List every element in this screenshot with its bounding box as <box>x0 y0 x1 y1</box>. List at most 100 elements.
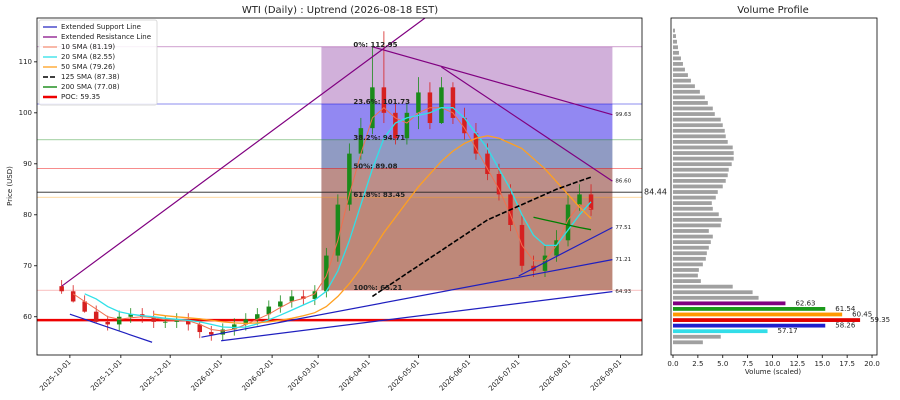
candle-body <box>243 319 249 325</box>
volume-level-label: 59.35 <box>870 316 890 324</box>
volume-bar <box>672 229 709 233</box>
x-tick-label: 2026-07-01 <box>487 358 521 392</box>
legend-label: Extended Support Line <box>61 23 141 31</box>
candle-body <box>128 314 133 317</box>
legend-box <box>38 19 158 106</box>
x-tick-label: 2026-05-01 <box>387 358 421 392</box>
volume-bar <box>672 56 681 61</box>
candle-body <box>404 112 410 139</box>
volume-bar <box>672 307 826 311</box>
fib-label: 38.2%: 94.71 <box>353 134 405 142</box>
y-tick-label: 100 <box>19 109 32 117</box>
candle-body <box>496 174 502 195</box>
volume-bar <box>672 156 734 161</box>
volume-bar <box>672 312 843 317</box>
x-tick-label: 2026-08-01 <box>538 358 572 392</box>
x-tick-label: 12.5 <box>790 360 806 368</box>
fib-label: 23.6%: 101.73 <box>353 98 410 106</box>
volume-bar <box>672 95 705 100</box>
x-tick-label: 2025-10-01 <box>38 358 72 392</box>
volume-bar <box>672 78 691 83</box>
candle-body <box>358 128 364 154</box>
volume-level-label: 60.45 <box>852 310 872 318</box>
trend-line <box>61 18 426 287</box>
volume-bar <box>672 162 732 167</box>
legend-label: 50 SMA (79.26) <box>61 63 115 71</box>
volume-bar <box>672 273 698 278</box>
volume-bar <box>672 134 726 139</box>
volume-bar <box>672 101 708 105</box>
trend-line <box>69 313 153 343</box>
volume-bar <box>672 167 729 172</box>
x-tick-label: 20.0 <box>864 360 880 368</box>
candle-body <box>485 153 490 175</box>
volume-bar <box>672 284 733 289</box>
volume-level-label: 58.26 <box>835 322 856 330</box>
x-tick-label: 0.0 <box>667 360 678 368</box>
fib-band <box>321 46 613 105</box>
candle-body <box>105 321 110 325</box>
candle-body <box>220 329 226 335</box>
trend-line <box>518 226 613 277</box>
candle-body <box>70 291 76 302</box>
y-tick-label: 110 <box>19 58 32 66</box>
x-tick-label: 2026-09-01 <box>589 358 623 392</box>
volume-bar <box>672 73 688 78</box>
plot-layer <box>37 18 642 343</box>
volume-bar <box>672 195 716 200</box>
candle-body <box>162 321 168 323</box>
volume-bar <box>672 206 713 211</box>
volume-bar <box>672 223 721 228</box>
volume-bar <box>672 34 676 38</box>
candle-body <box>542 255 548 271</box>
x-tick-label: 2.5 <box>692 360 703 368</box>
candle-body <box>381 87 387 113</box>
current-price-label: 84.44 <box>644 188 667 197</box>
candle-body <box>370 87 375 129</box>
trend-line <box>221 291 613 342</box>
volume-bar <box>672 212 719 217</box>
legend-label: 200 SMA (77.08) <box>61 83 120 91</box>
candle-body <box>116 316 122 325</box>
volume-bar <box>672 28 675 33</box>
candle-body <box>266 306 272 315</box>
x-tick-label: 2025-11-01 <box>89 358 123 392</box>
trend-line <box>201 259 613 338</box>
volume-bar <box>672 279 701 283</box>
volume-bar <box>672 84 695 89</box>
candle-body <box>473 133 479 154</box>
volume-bar <box>672 117 721 122</box>
x-tick-label: 2026-02-01 <box>240 358 274 392</box>
candle-body <box>577 194 582 205</box>
sma-line <box>72 107 592 332</box>
candle-body <box>289 296 295 302</box>
volume-bar <box>672 128 725 133</box>
sma-line <box>371 176 592 298</box>
trend-end-label: 99.63 <box>615 112 631 118</box>
volume-level-label: 57.17 <box>778 327 798 335</box>
candle-body <box>324 255 329 292</box>
trend-end-label: 71.21 <box>615 257 631 263</box>
volume-bar <box>672 67 685 72</box>
candle-body <box>312 291 318 299</box>
y-tick-label: 80 <box>23 211 32 219</box>
volume-bar <box>672 329 768 334</box>
volume-bar <box>672 256 706 261</box>
volume-level-label: 62.63 <box>795 299 815 307</box>
volume-bar <box>672 201 712 206</box>
candle-body <box>335 204 341 256</box>
y-tick-label: 90 <box>23 160 32 168</box>
sma-line <box>84 107 592 329</box>
volume-bar <box>672 190 718 194</box>
volume-bar <box>672 245 709 250</box>
y-axis-label: Price (USD) <box>6 166 14 206</box>
x-tick-label: 2025-12-01 <box>139 358 173 392</box>
volume-bar <box>672 295 759 300</box>
trend-end-label: 77.51 <box>615 225 631 231</box>
volume-bar <box>672 290 753 295</box>
volume-bar <box>672 112 715 116</box>
volume-bar <box>672 323 826 328</box>
legend-label: Extended Resistance Line <box>61 33 151 41</box>
sma-line <box>153 135 592 325</box>
